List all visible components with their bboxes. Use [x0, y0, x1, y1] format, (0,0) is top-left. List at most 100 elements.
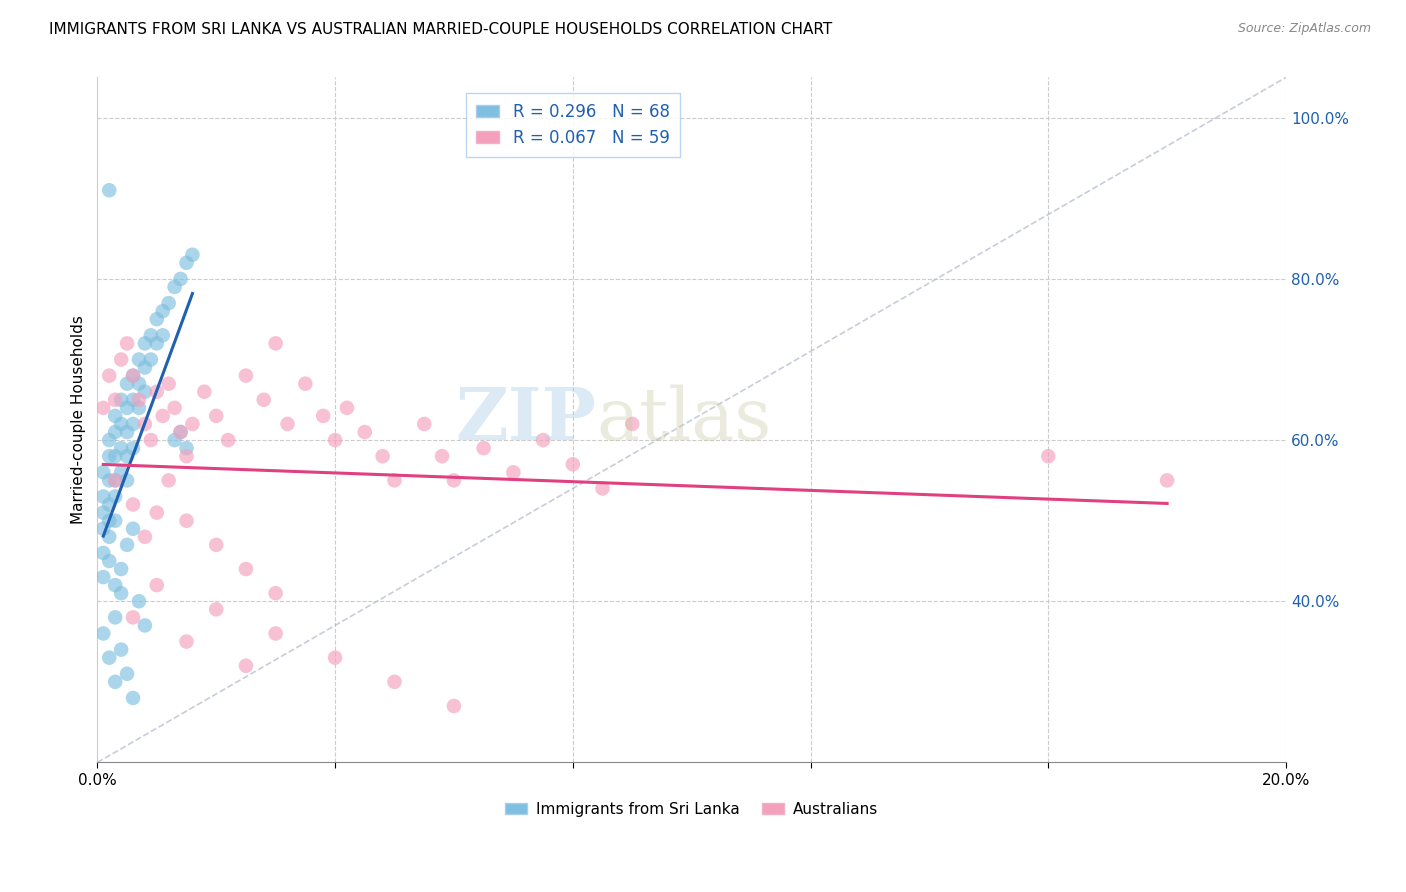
Point [163, 433, 186, 447]
Point [176, 256, 198, 270]
Point [169, 425, 191, 439]
Point [169, 425, 191, 439]
Point [163, 280, 186, 294]
Point [592, 482, 614, 496]
Point [98, 530, 121, 544]
Point [502, 466, 524, 480]
Point [353, 425, 375, 439]
Point [134, 618, 156, 632]
Point [217, 433, 239, 447]
Point [193, 384, 215, 399]
Point [176, 514, 198, 528]
Point [157, 296, 180, 310]
Point [139, 433, 162, 447]
Point [128, 594, 150, 608]
Point [205, 602, 228, 616]
Point [110, 392, 132, 407]
Point [146, 336, 169, 351]
Point [104, 514, 127, 528]
Point [413, 417, 436, 431]
Point [205, 409, 228, 423]
Point [253, 392, 276, 407]
Point [146, 578, 169, 592]
Point [122, 498, 145, 512]
Point [128, 376, 150, 391]
Point [122, 368, 145, 383]
Point [443, 699, 465, 714]
Point [134, 417, 156, 431]
Point [122, 368, 145, 383]
Point [134, 360, 156, 375]
Point [1156, 474, 1178, 488]
Point [115, 336, 138, 351]
Point [110, 562, 132, 576]
Point [91, 546, 114, 560]
Point [312, 409, 335, 423]
Point [128, 392, 150, 407]
Point [443, 474, 465, 488]
Legend: Immigrants from Sri Lanka, Australians: Immigrants from Sri Lanka, Australians [499, 796, 884, 823]
Point [157, 376, 180, 391]
Point [323, 433, 346, 447]
Point [371, 449, 394, 463]
Point [531, 433, 554, 447]
Point [104, 474, 127, 488]
Point [561, 457, 583, 471]
Point [277, 417, 299, 431]
Point [98, 650, 121, 665]
Point [235, 368, 257, 383]
Point [115, 376, 138, 391]
Point [122, 690, 145, 705]
Point [430, 449, 453, 463]
Point [104, 490, 127, 504]
Point [264, 336, 287, 351]
Point [91, 626, 114, 640]
Point [134, 530, 156, 544]
Point [91, 401, 114, 415]
Point [157, 474, 180, 488]
Point [134, 384, 156, 399]
Text: atlas: atlas [596, 384, 772, 455]
Point [91, 570, 114, 584]
Point [163, 401, 186, 415]
Point [336, 401, 359, 415]
Point [110, 441, 132, 455]
Point [104, 474, 127, 488]
Point [152, 304, 174, 318]
Point [264, 626, 287, 640]
Point [115, 538, 138, 552]
Point [104, 610, 127, 624]
Text: ZIP: ZIP [456, 384, 596, 456]
Point [152, 328, 174, 343]
Point [104, 449, 127, 463]
Point [472, 441, 495, 455]
Point [115, 425, 138, 439]
Text: IMMIGRANTS FROM SRI LANKA VS AUSTRALIAN MARRIED-COUPLE HOUSEHOLDS CORRELATION CH: IMMIGRANTS FROM SRI LANKA VS AUSTRALIAN … [49, 22, 832, 37]
Point [110, 466, 132, 480]
Point [110, 417, 132, 431]
Point [128, 352, 150, 367]
Point [91, 490, 114, 504]
Point [98, 498, 121, 512]
Point [134, 336, 156, 351]
Point [146, 312, 169, 326]
Point [1038, 449, 1060, 463]
Point [104, 392, 127, 407]
Point [115, 401, 138, 415]
Point [91, 506, 114, 520]
Point [146, 506, 169, 520]
Point [110, 586, 132, 600]
Point [169, 272, 191, 286]
Point [104, 674, 127, 689]
Point [115, 449, 138, 463]
Point [323, 650, 346, 665]
Point [98, 433, 121, 447]
Point [122, 610, 145, 624]
Point [122, 417, 145, 431]
Point [110, 642, 132, 657]
Point [139, 328, 162, 343]
Point [98, 474, 121, 488]
Point [104, 425, 127, 439]
Point [98, 449, 121, 463]
Point [104, 578, 127, 592]
